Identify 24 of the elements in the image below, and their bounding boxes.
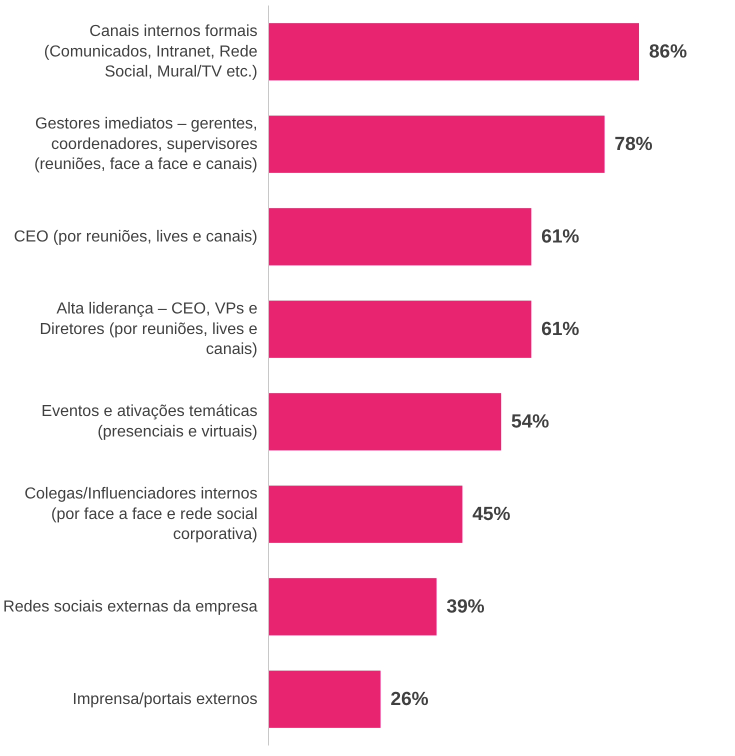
bar: [268, 116, 605, 173]
y-tick-label: Colegas/Influenciadores internos (por face a face e rede social corporativa): [24, 485, 258, 544]
bar: [268, 670, 381, 728]
data-label: 61%: [541, 226, 580, 248]
y-tick-label: Eventos e ativações temáticas (presenciais e virtuais): [41, 403, 258, 440]
bar: [268, 578, 437, 636]
y-tick-label: CEO (por reuniões, lives e canais): [14, 228, 258, 246]
data-label: 61%: [541, 318, 580, 340]
data-label: 54%: [511, 411, 550, 432]
y-tick-label: Imprensa/portais externos: [72, 690, 258, 708]
bar: [268, 300, 532, 358]
data-label: 86%: [648, 41, 688, 62]
data-label: 39%: [446, 596, 485, 618]
y-tick-label: Canais internos formais (Comunicados, Intranet, Rede Social, Mural/TV etc.): [44, 22, 258, 81]
bar: [268, 23, 639, 80]
data-label: 45%: [472, 504, 510, 525]
bar: [268, 393, 502, 450]
bar: [268, 208, 532, 266]
y-tick-label: Gestores imediatos – gerentes, coordenadores, supervisores (reuniões, face a face e canais): [34, 115, 258, 174]
y-tick-label: Redes sociais externas da empresa: [3, 598, 258, 616]
data-label: 26%: [390, 688, 429, 710]
y-tick-label: Alta liderança – CEO, VPs e Diretores (por reuniões, lives e canais): [40, 300, 258, 358]
data-label: 78%: [614, 134, 653, 155]
bar: [268, 486, 462, 543]
